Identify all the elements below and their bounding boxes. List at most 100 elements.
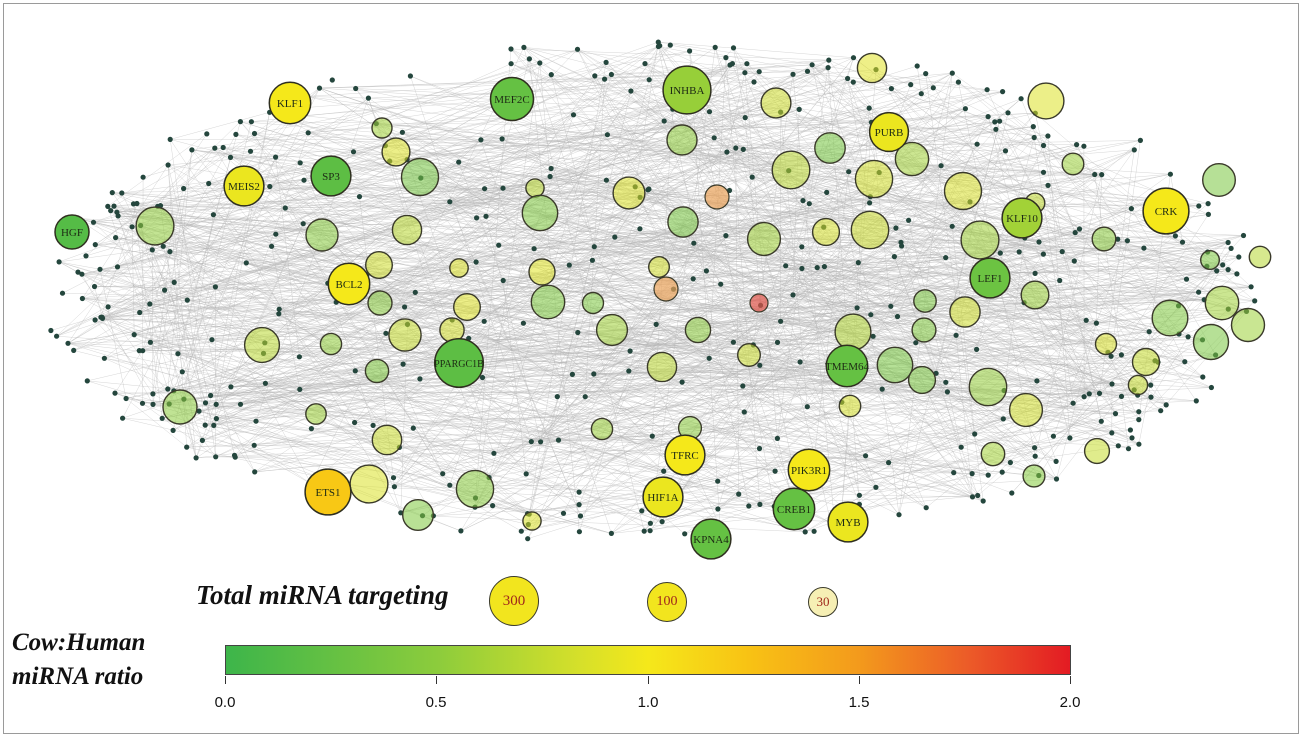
gene-node [1032, 445, 1038, 451]
gene-node [500, 277, 506, 284]
gene-node-label: CRK [1155, 206, 1178, 218]
gene-node [1252, 298, 1258, 304]
gene-node [603, 177, 610, 183]
tick-label-0: 0.0 [214, 694, 236, 711]
network-edge [714, 47, 832, 523]
network-edge [458, 134, 608, 163]
gene-node [458, 528, 464, 534]
gene-node [866, 105, 872, 111]
network-edge [213, 132, 309, 215]
gene-node [1200, 374, 1206, 380]
hub-node [746, 221, 782, 257]
network-edge [593, 144, 1077, 375]
gene-node [757, 501, 763, 507]
hub-node [319, 332, 343, 356]
hub-node [913, 289, 937, 313]
gene-node [914, 63, 920, 69]
gene-node [1083, 317, 1089, 323]
gene-node [1092, 171, 1098, 178]
gene-node [974, 346, 980, 352]
network-edge [420, 67, 829, 179]
network-edge [94, 286, 1205, 300]
gene-node-label: MEF2C [494, 94, 529, 106]
gene-node [531, 246, 537, 252]
gene-node [850, 79, 856, 85]
gene-node [352, 419, 358, 426]
network-edge [420, 177, 801, 363]
gene-node [806, 201, 812, 207]
hub-node [980, 441, 1006, 467]
gene-node [108, 208, 114, 214]
hub-node [371, 424, 403, 456]
tick-label-4: 2.0 [1059, 694, 1081, 711]
network-edge [116, 91, 1003, 213]
hub-node [856, 52, 888, 84]
gene-node [1036, 239, 1042, 245]
network-edge [628, 218, 1156, 372]
gene-node [999, 469, 1005, 475]
gene-node [267, 183, 273, 190]
gene-node-creb1: CREB1 [772, 487, 816, 531]
gene-node [1158, 408, 1164, 414]
gene-node [774, 339, 781, 345]
gene-node [273, 231, 279, 237]
gene-node [204, 131, 210, 137]
hub-node [367, 290, 393, 316]
network-edge [152, 371, 183, 395]
network-edge [94, 286, 103, 319]
gene-node [383, 330, 389, 336]
gene-node-circle [268, 81, 312, 125]
network-edge [742, 270, 1217, 387]
network-edge [285, 179, 607, 209]
gene-node [646, 186, 652, 192]
hub-node [838, 394, 862, 418]
gene-node [184, 444, 190, 450]
gene-node [212, 284, 218, 290]
network-edge [628, 256, 895, 372]
gene-node [248, 119, 254, 125]
network-edge [359, 196, 1199, 207]
gene-node [891, 254, 898, 260]
gene-node [473, 259, 479, 265]
gene-node [159, 415, 165, 421]
network-edge [230, 383, 1113, 388]
gene-node [733, 145, 739, 151]
network-edge [1138, 336, 1189, 420]
network-edge [799, 109, 1205, 300]
gene-node [736, 491, 742, 497]
gene-node [1228, 245, 1234, 251]
network-edge [385, 151, 728, 334]
gene-node [184, 297, 190, 303]
gene-node [637, 226, 643, 232]
gene-node [1016, 249, 1022, 255]
gene-node [790, 71, 796, 77]
hub-node [949, 296, 981, 328]
network-edge [503, 242, 902, 281]
hub-node [811, 217, 841, 247]
gene-node [1070, 400, 1076, 406]
gene-node [746, 503, 752, 509]
network-edge [817, 98, 1022, 268]
network-edge [67, 343, 651, 524]
gene-node [985, 114, 991, 120]
network-edge [216, 217, 477, 419]
gene-node-label: BCL2 [336, 279, 363, 291]
gene-node [518, 528, 524, 534]
gene-node [894, 313, 901, 320]
gene-node [706, 109, 713, 115]
gene-node [521, 44, 527, 51]
gene-node [149, 247, 155, 253]
gene-node-circle [664, 434, 706, 476]
network-edge [497, 103, 794, 509]
gene-node [969, 471, 975, 477]
gene-node [136, 348, 142, 354]
gene-node [1136, 441, 1142, 447]
network-edge [394, 197, 641, 487]
network-edge [67, 343, 804, 502]
network-edge [275, 151, 727, 235]
gene-node [92, 317, 98, 323]
network-edge [827, 67, 872, 315]
hub-node [371, 117, 393, 139]
network-edge [198, 257, 946, 412]
network-edge [1094, 174, 1122, 355]
